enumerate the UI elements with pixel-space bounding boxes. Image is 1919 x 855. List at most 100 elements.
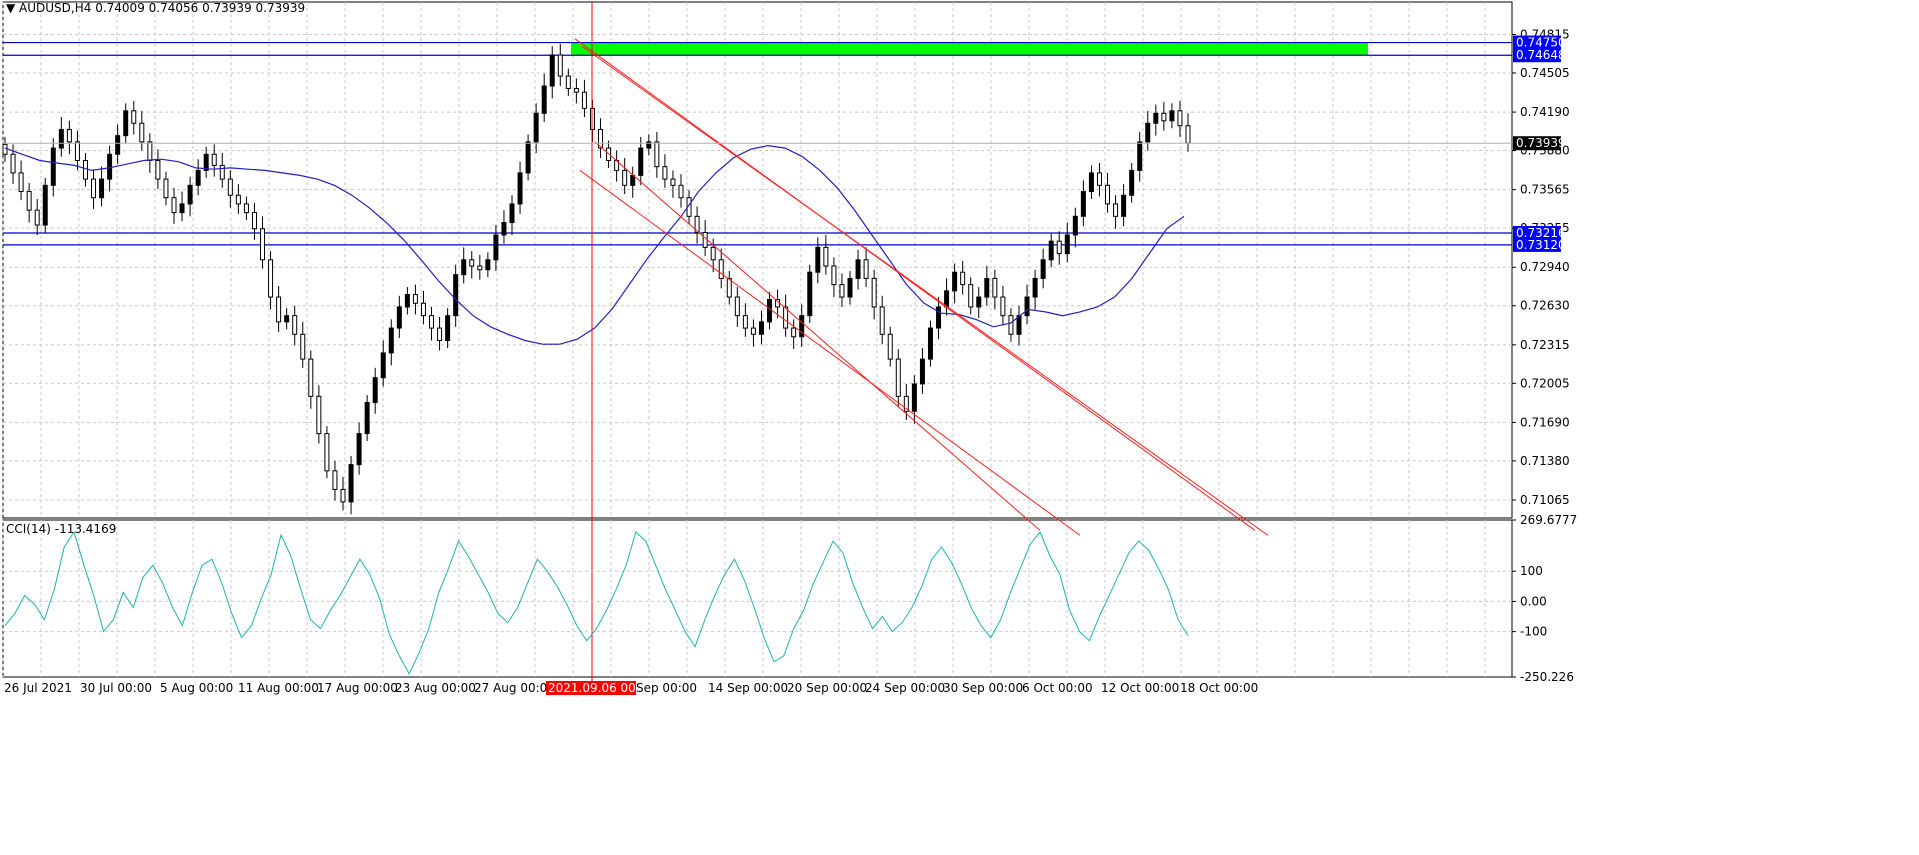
candle-body: [404, 294, 410, 308]
candle-body: [622, 169, 628, 186]
candle-body: [1137, 141, 1143, 171]
candle-body: [74, 141, 80, 161]
x-tick-label: 6 Oct 00:00: [1022, 681, 1093, 695]
candle-body: [268, 259, 274, 298]
candle-body: [815, 246, 821, 273]
candle-body: [799, 315, 805, 338]
channel-line: [579, 170, 1081, 536]
candle-body: [243, 203, 249, 214]
candle-body: [332, 470, 338, 490]
level-price-tag: [1513, 225, 1561, 240]
candle-body: [734, 296, 740, 317]
candle-body: [662, 166, 668, 180]
candle-body: [960, 271, 966, 286]
candle-body: [718, 259, 724, 279]
x-tick-label: 30 Sep 00:00: [943, 681, 1023, 695]
x-tick-label: 5 Aug 00:00: [160, 681, 233, 695]
candle-body: [227, 178, 233, 196]
candle-body: [871, 277, 877, 308]
candle-body: [855, 259, 861, 279]
candle-body: [831, 265, 837, 286]
candle-body: [895, 358, 901, 397]
cci-panel-frame: [2, 519, 1513, 678]
candle-body: [1016, 315, 1022, 335]
candle-body: [2, 143, 8, 155]
y-tick-label: 0.71380: [1520, 454, 1570, 468]
candle-body: [807, 271, 813, 317]
candle-body: [525, 141, 531, 174]
last-price-tag: [1513, 136, 1561, 151]
x-tick-highlight: [546, 681, 636, 695]
x-tick-label: 17 Aug 00:00: [317, 681, 398, 695]
candle-body: [533, 112, 539, 143]
candle-body: [66, 128, 72, 143]
candle-body: [58, 128, 64, 149]
x-tick-label: 27 Aug 00:00: [474, 681, 555, 695]
level-price-label: 0.74750: [1516, 36, 1566, 50]
candle-body: [903, 395, 909, 412]
cci-y-tick-label: -250.226: [1520, 670, 1574, 684]
candle-body: [251, 212, 257, 230]
candle-body: [742, 315, 748, 329]
x-tick-label: 11 Aug 00:00: [238, 681, 319, 695]
candle-body: [219, 164, 225, 180]
level-price-tag: [1513, 48, 1561, 63]
candle-body: [147, 141, 153, 161]
x-tick-label: 24 Sep 00:00: [865, 681, 945, 695]
moving-average-line: [4, 144, 1185, 345]
candle-body: [1000, 296, 1006, 317]
candle-body: [123, 110, 129, 137]
candle-body: [1105, 184, 1111, 205]
x-tick-label: 2021.09.06 00:00: [548, 681, 655, 695]
candle-body: [670, 178, 676, 186]
x-tick-label: 14 Sep 00:00: [708, 681, 788, 695]
candle-body: [461, 259, 467, 276]
candle-body: [26, 191, 32, 211]
candle-body: [211, 153, 217, 166]
candle-body: [694, 215, 700, 233]
candle-body: [952, 271, 958, 292]
candle-body: [453, 274, 459, 317]
candle-body: [1169, 110, 1175, 122]
candle-body: [203, 153, 209, 171]
candle-body: [18, 172, 24, 193]
candle-body: [1177, 110, 1183, 127]
y-tick-label: 0.72005: [1520, 376, 1570, 390]
candle-body: [887, 333, 893, 360]
candle-body: [91, 178, 97, 199]
candle-body: [396, 306, 402, 329]
candle-body: [50, 147, 56, 186]
candle-body: [316, 395, 322, 435]
candle-body: [356, 433, 362, 466]
x-tick-label: Sep 00:00: [636, 681, 697, 695]
candle-body: [412, 294, 418, 304]
candle-body: [1024, 296, 1030, 317]
y-tick-label: 0.74505: [1520, 66, 1570, 80]
candle-body: [195, 169, 201, 186]
candle-body: [758, 321, 764, 335]
candle-body: [115, 135, 121, 155]
candle-body: [823, 246, 829, 267]
channel-line: [574, 38, 1256, 531]
x-tick-label: 12 Oct 00:00: [1101, 681, 1179, 695]
candle-body: [348, 464, 354, 503]
candle-body: [557, 54, 563, 77]
candle-body: [1040, 259, 1046, 279]
candle-body: [1072, 215, 1078, 236]
candle-body: [1153, 112, 1159, 124]
candle-body: [437, 327, 443, 341]
candle-body: [485, 259, 491, 271]
candle-body: [1096, 172, 1102, 186]
candle-body: [726, 277, 732, 298]
candle-body: [493, 234, 499, 261]
candle-body: [992, 277, 998, 298]
candle-body: [919, 358, 925, 385]
candle-body: [82, 159, 88, 180]
candle-body: [581, 91, 587, 109]
candle-body: [573, 87, 579, 93]
y-tick-label: 0.72940: [1520, 260, 1570, 274]
cci-y-tick-label: 100: [1520, 564, 1543, 578]
x-tick-label: 23 Aug 00:00: [395, 681, 476, 695]
candle-body: [549, 54, 555, 87]
